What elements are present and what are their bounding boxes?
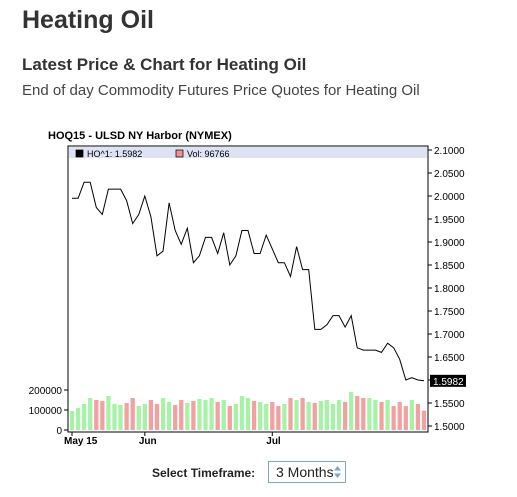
volume-bar xyxy=(306,402,311,430)
volume-bar xyxy=(385,400,390,430)
page-subtitle: Latest Price & Chart for Heating Oil xyxy=(22,55,307,74)
volume-bar xyxy=(421,410,427,430)
volume-bar xyxy=(166,402,172,430)
plot-frame xyxy=(67,145,429,433)
price-tick-label: 1.8500 xyxy=(434,261,465,272)
volume-bar xyxy=(330,404,336,430)
volume-bar xyxy=(130,398,135,430)
timeframe-select[interactable]: 3 Months xyxy=(268,461,346,483)
price-tick-label: 1.8000 xyxy=(434,284,465,295)
volume-bar xyxy=(69,411,75,430)
volume-bar xyxy=(282,404,287,430)
page-description: End of day Commodity Futures Price Quote… xyxy=(22,82,420,99)
volume-bar xyxy=(160,398,166,430)
volume-bar xyxy=(288,398,293,430)
volume-bar xyxy=(118,405,123,430)
volume-bar xyxy=(397,402,402,430)
volume-bar xyxy=(239,396,245,430)
price-tick-label: 2.0500 xyxy=(434,169,465,180)
volume-bar xyxy=(112,404,117,430)
volume-bar xyxy=(270,402,275,430)
price-tick-label: 1.5000 xyxy=(434,422,465,433)
volume-bar xyxy=(185,403,190,430)
last-value-label: 1.5982 xyxy=(433,377,464,388)
volume-bar xyxy=(179,400,184,430)
volume-bar xyxy=(173,405,178,430)
volume-bar xyxy=(148,400,154,430)
volume-bar xyxy=(233,404,238,430)
price-tick-label: 2.1000 xyxy=(434,146,465,157)
price-chart: HOQ15 - ULSD NY Harbor (NYMEX) HO^1: 1.59… xyxy=(0,126,517,446)
volume-bar xyxy=(154,404,160,430)
volume-bar xyxy=(367,398,372,430)
volume-bar xyxy=(124,403,129,430)
volume-bar xyxy=(264,404,269,430)
timeframe-selected-value: 3 Months xyxy=(276,464,334,480)
volume-bar xyxy=(379,402,384,430)
volume-bar xyxy=(294,400,299,430)
volume-bar xyxy=(300,398,305,430)
price-chart-svg: HOQ15 - ULSD NY Harbor (NYMEX) HO^1: 1.59… xyxy=(29,130,466,446)
price-tick-label: 1.9500 xyxy=(434,215,465,226)
legend-swatch xyxy=(175,149,184,158)
select-arrows-icon xyxy=(334,466,341,478)
price-tick-label: 1.7500 xyxy=(434,307,465,318)
timeframe-label: Select Timeframe: xyxy=(152,466,256,480)
price-tick-label: 1.6500 xyxy=(434,353,465,364)
volume-bar xyxy=(215,402,220,430)
volume-bar xyxy=(197,399,202,430)
volume-bar xyxy=(409,400,414,430)
legend-label: HO^1: 1.5982 xyxy=(87,149,142,159)
volume-bar xyxy=(276,406,281,430)
volume-bar xyxy=(100,401,105,430)
volume-bar xyxy=(355,396,360,430)
volume-bar xyxy=(336,400,342,430)
volume-bar xyxy=(82,404,87,430)
x-tick-label: May 15 xyxy=(64,436,98,446)
volume-bar xyxy=(209,398,214,430)
volume-bar xyxy=(203,400,208,430)
volume-bar xyxy=(361,398,366,430)
price-tick-label: 2.0000 xyxy=(434,192,465,203)
price-tick-label: 1.7000 xyxy=(434,330,465,341)
volume-bar xyxy=(245,398,251,430)
volume-bar xyxy=(349,392,354,430)
volume-tick-label: 200000 xyxy=(29,386,63,397)
volume-bar xyxy=(142,404,147,430)
legend-label: Vol: 96766 xyxy=(187,149,230,159)
volume-bar xyxy=(403,406,408,430)
volume-bar xyxy=(318,401,323,430)
volume-bar xyxy=(391,406,396,430)
price-tick-label: 1.9000 xyxy=(434,238,465,249)
volume-bar xyxy=(191,401,196,430)
volume-bar xyxy=(227,406,232,430)
price-line xyxy=(72,181,425,382)
volume-bar xyxy=(312,403,317,430)
page-title: Heating Oil xyxy=(22,6,154,34)
volume-bar xyxy=(221,400,226,430)
volume-bar xyxy=(94,400,99,430)
volume-tick-label: 100000 xyxy=(29,406,63,417)
legend-swatch xyxy=(75,149,84,158)
volume-bar xyxy=(106,396,111,430)
volume-bar xyxy=(415,404,421,430)
price-tick-label: 1.5500 xyxy=(434,399,465,410)
volume-bar xyxy=(75,408,81,430)
volume-tick-label: 0 xyxy=(56,426,62,437)
volume-bar xyxy=(258,402,263,430)
x-tick-label: Jun xyxy=(139,436,157,446)
volume-bar xyxy=(251,401,257,430)
volume-bar xyxy=(373,400,378,430)
volume-bar xyxy=(88,398,93,430)
legend-bar xyxy=(69,147,427,158)
volume-bar xyxy=(324,400,330,430)
chart-title: HOQ15 - ULSD NY Harbor (NYMEX) xyxy=(48,130,232,142)
last-value-tag xyxy=(430,374,466,387)
volume-bar xyxy=(342,402,348,430)
volume-bar xyxy=(136,406,141,430)
x-tick-label: Jul xyxy=(266,436,281,446)
